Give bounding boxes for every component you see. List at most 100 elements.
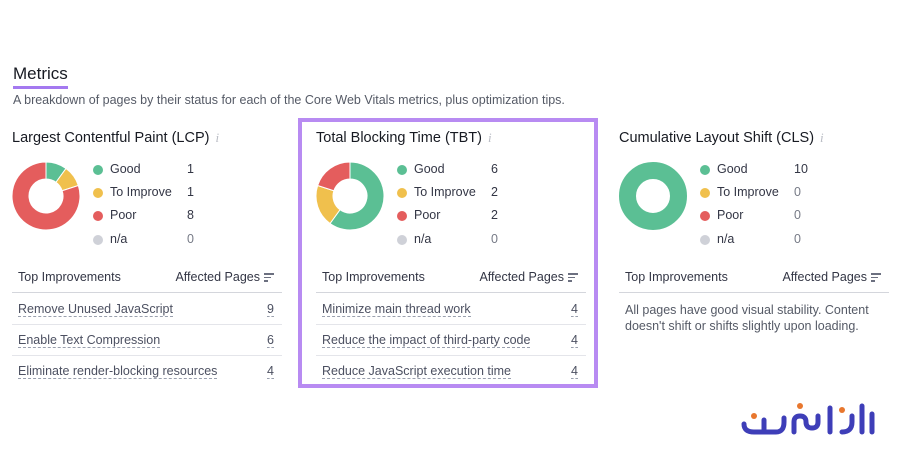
legend-label: To Improve — [414, 185, 476, 199]
col-affected-pages-label: Affected Pages — [175, 270, 260, 284]
legend-row-improve: To Improve 2 — [397, 184, 517, 202]
legend-row-poor: Poor 8 — [93, 207, 213, 225]
card-title-text: Largest Contentful Paint (LCP) — [12, 130, 210, 146]
improvement-link[interactable]: Eliminate render-blocking resources — [18, 364, 218, 379]
legend-row-na: n/a 0 — [700, 231, 820, 249]
legend-label: Poor — [717, 208, 744, 222]
good-dot-icon — [397, 165, 407, 175]
improve-dot-icon — [93, 188, 103, 198]
legend-count: 0 — [491, 232, 498, 246]
legend-count: 0 — [187, 232, 194, 246]
info-icon[interactable]: i — [820, 130, 824, 145]
brand-logo-icon — [741, 403, 875, 435]
legend-label: Poor — [110, 208, 137, 222]
affected-pages-link[interactable]: 4 — [571, 333, 578, 348]
card-title-text: Cumulative Layout Shift (CLS) — [619, 130, 815, 146]
legend-label: n/a — [414, 232, 432, 246]
legend-label: n/a — [717, 232, 735, 246]
metric-card-tbt: Total Blocking Time (TBT) i Good 6 To Impr… — [298, 118, 598, 388]
legend-count: 0 — [794, 185, 801, 199]
card-title: Total Blocking Time (TBT) i — [316, 130, 492, 146]
col-affected-pages[interactable]: Affected Pages — [175, 270, 274, 284]
legend-label: Good — [414, 162, 445, 176]
col-affected-pages[interactable]: Affected Pages — [479, 270, 578, 284]
donut-chart — [619, 162, 687, 230]
na-dot-icon — [397, 235, 407, 245]
improvements-table-header: Top Improvements Affected Pages — [12, 268, 282, 293]
good-dot-icon — [700, 165, 710, 175]
na-dot-icon — [700, 235, 710, 245]
table-row: Minimize main thread work 4 — [316, 294, 586, 325]
donut-slice-poor — [317, 162, 351, 192]
page-title: Metrics — [13, 64, 68, 89]
card-title: Cumulative Layout Shift (CLS) i — [619, 130, 824, 146]
legend-label: To Improve — [110, 185, 172, 199]
card-title-text: Total Blocking Time (TBT) — [316, 130, 482, 146]
legend-count: 2 — [491, 208, 498, 222]
legend-row-poor: Poor 2 — [397, 207, 517, 225]
legend-row-good: Good 6 — [397, 161, 517, 179]
improvements-list: Remove Unused JavaScript 9 Enable Text Co… — [12, 294, 282, 386]
page-subtitle: A breakdown of pages by their status for… — [13, 93, 565, 107]
improve-dot-icon — [397, 188, 407, 198]
legend-label: Good — [717, 162, 748, 176]
info-icon[interactable]: i — [215, 130, 220, 145]
table-row: Reduce the impact of third-party code 4 — [316, 325, 586, 356]
col-top-improvements: Top Improvements — [625, 270, 728, 284]
metrics-heading-wrap: Metrics — [13, 64, 68, 89]
affected-pages-link[interactable]: 4 — [571, 302, 578, 317]
legend-count: 1 — [187, 162, 194, 176]
sort-icon[interactable] — [871, 273, 881, 282]
legend-count: 10 — [794, 162, 808, 176]
col-affected-pages-label: Affected Pages — [479, 270, 564, 284]
legend-count: 8 — [187, 208, 194, 222]
card-title: Largest Contentful Paint (LCP) i — [12, 130, 219, 146]
improvements-table-header: Top Improvements Affected Pages — [316, 268, 586, 293]
table-row: Eliminate render-blocking resources 4 — [12, 356, 282, 386]
improvements-table-header: Top Improvements Affected Pages — [619, 268, 889, 293]
legend-count: 0 — [794, 208, 801, 222]
legend-label: Good — [110, 162, 141, 176]
affected-pages-link[interactable]: 9 — [267, 302, 274, 317]
improvement-link[interactable]: Reduce the impact of third-party code — [322, 333, 531, 348]
donut-slice-good — [619, 162, 687, 230]
table-row: Enable Text Compression 6 — [12, 325, 282, 356]
legend-label: Poor — [414, 208, 441, 222]
col-top-improvements: Top Improvements — [18, 270, 121, 284]
na-dot-icon — [93, 235, 103, 245]
improve-dot-icon — [700, 188, 710, 198]
poor-dot-icon — [700, 211, 710, 221]
improvement-link[interactable]: Reduce JavaScript execution time — [322, 364, 511, 379]
legend-row-good: Good 10 — [700, 161, 820, 179]
improvement-link[interactable]: Minimize main thread work — [322, 302, 471, 317]
donut-slice-poor — [12, 162, 80, 230]
legend-label: n/a — [110, 232, 128, 246]
improvement-link[interactable]: Remove Unused JavaScript — [18, 302, 173, 317]
legend-row-na: n/a 0 — [93, 231, 213, 249]
col-affected-pages[interactable]: Affected Pages — [782, 270, 881, 284]
improvements-list: Minimize main thread work 4 Reduce the im… — [316, 294, 586, 386]
table-row: Remove Unused JavaScript 9 — [12, 294, 282, 325]
sort-icon[interactable] — [568, 273, 578, 282]
legend-count: 2 — [491, 185, 498, 199]
info-icon[interactable]: i — [488, 130, 492, 145]
legend-row-improve: To Improve 0 — [700, 184, 820, 202]
legend-count: 6 — [491, 162, 498, 176]
affected-pages-link[interactable]: 4 — [267, 364, 274, 379]
donut-chart — [12, 162, 80, 230]
legend-row-good: Good 1 — [93, 161, 213, 179]
donut-slice-good — [329, 162, 384, 230]
improvement-link[interactable]: Enable Text Compression — [18, 333, 161, 348]
affected-pages-link[interactable]: 4 — [571, 364, 578, 379]
table-row: Reduce JavaScript execution time 4 — [316, 356, 586, 386]
poor-dot-icon — [93, 211, 103, 221]
legend-row-poor: Poor 0 — [700, 207, 820, 225]
legend-count: 1 — [187, 185, 194, 199]
sort-icon[interactable] — [264, 273, 274, 282]
affected-pages-link[interactable]: 6 — [267, 333, 274, 348]
good-dot-icon — [93, 165, 103, 175]
legend-count: 0 — [794, 232, 801, 246]
donut-chart — [316, 162, 384, 230]
legend-row-na: n/a 0 — [397, 231, 517, 249]
col-affected-pages-label: Affected Pages — [782, 270, 867, 284]
